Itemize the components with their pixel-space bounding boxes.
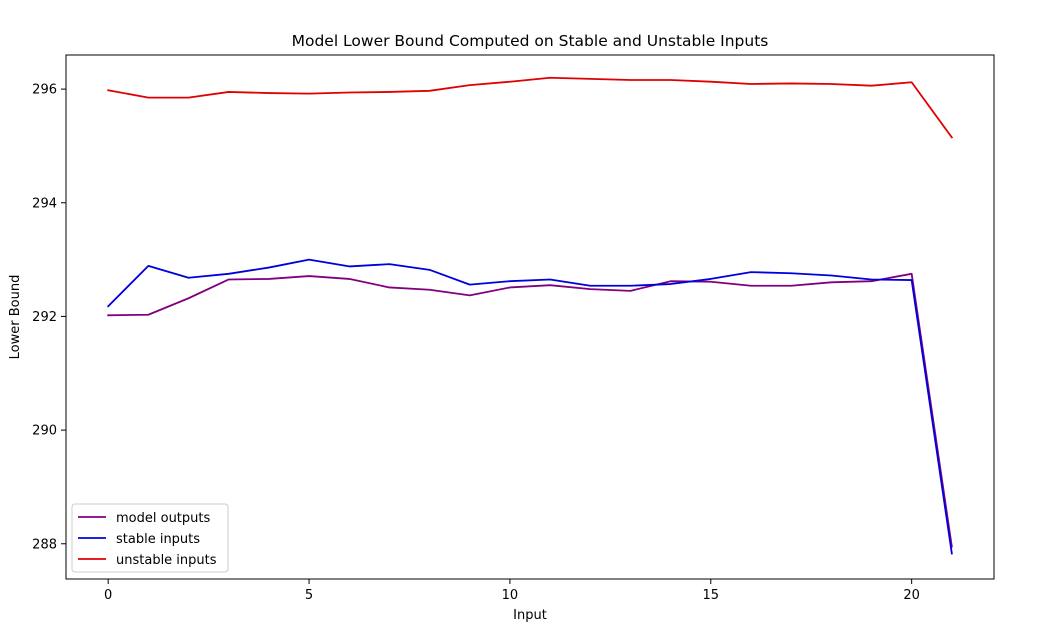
x-tick-label: 20 xyxy=(903,588,920,603)
y-axis-label: Lower Bound xyxy=(8,275,23,360)
legend: model outputs stable inputs unstable inp… xyxy=(71,503,229,573)
axis-ticks: 0 5 10 15 20 288 290 292 294 296 xyxy=(32,83,920,603)
y-tick-label: 290 xyxy=(32,424,57,439)
x-tick-label: 15 xyxy=(703,588,720,603)
legend-label-unstable-inputs: unstable inputs xyxy=(116,553,217,568)
legend-box xyxy=(71,503,229,573)
x-tick-label: 0 xyxy=(104,588,112,603)
y-tick-label: 294 xyxy=(32,196,57,211)
x-tick-label: 10 xyxy=(502,588,519,603)
series-lines xyxy=(106,76,954,555)
series-line-stable-inputs xyxy=(106,258,953,555)
y-tick-label: 288 xyxy=(32,537,57,552)
legend-label-model-outputs: model outputs xyxy=(116,511,210,526)
x-tick-label: 5 xyxy=(305,588,313,603)
legend-label-stable-inputs: stable inputs xyxy=(116,532,200,547)
series-line-unstable-inputs xyxy=(107,76,954,139)
y-tick-label: 292 xyxy=(32,310,57,325)
y-tick-label: 296 xyxy=(32,83,57,98)
plot-area-frame xyxy=(65,54,995,580)
series-line-model-outputs xyxy=(107,272,953,548)
x-axis-label: Input xyxy=(513,608,547,623)
chart-title: Model Lower Bound Computed on Stable and… xyxy=(292,32,769,50)
